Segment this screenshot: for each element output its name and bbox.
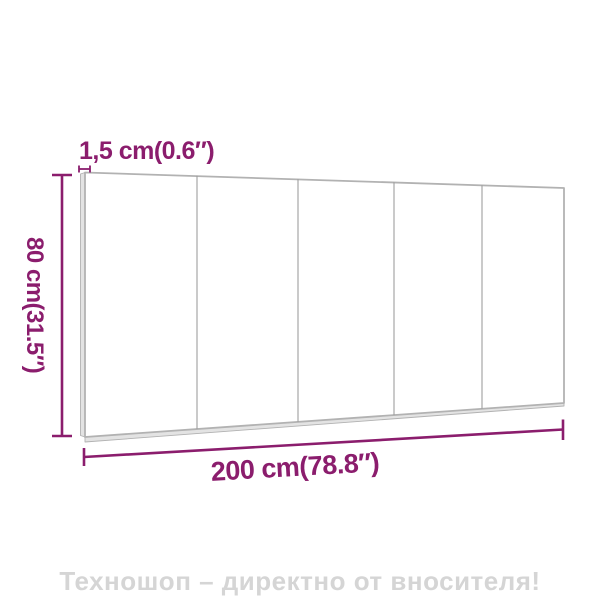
panel-face xyxy=(84,171,565,438)
height-dimension-line xyxy=(52,173,72,438)
thickness-label: 1,5 cm(0.6″) xyxy=(79,137,215,165)
height-label: 80 cm(31.5″) xyxy=(21,236,48,374)
thickness-dimension-marker xyxy=(78,165,91,173)
width-dimension-line xyxy=(82,419,565,466)
watermark-text: Техношоп – директно от вносителя! xyxy=(59,566,541,596)
